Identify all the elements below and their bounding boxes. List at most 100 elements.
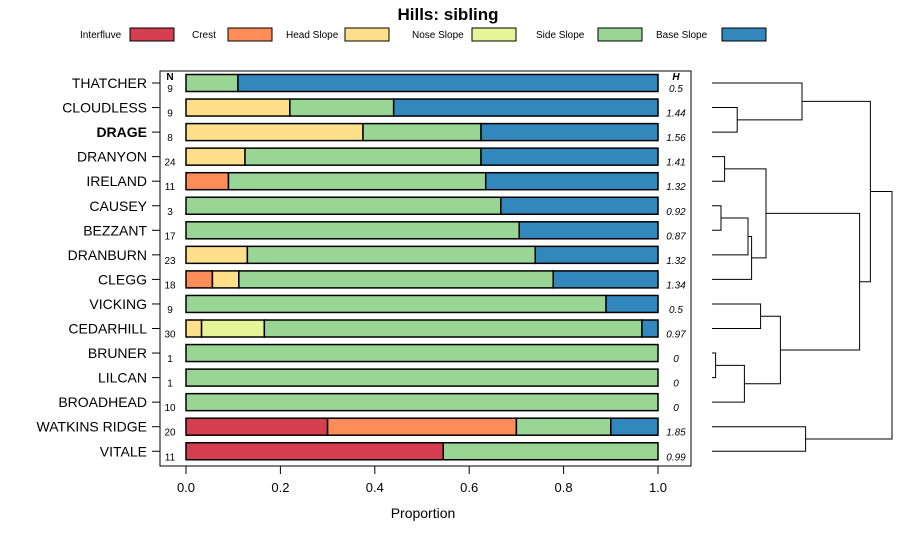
n-value-watkins-ridge: 20 [164, 428, 176, 439]
bar-clegg-crest [185, 270, 214, 289]
bar-cloudless-side-slope [289, 98, 395, 117]
bar-vicking-base-slope [605, 294, 659, 314]
category-label-watkins-ridge: WATKINS RIDGE [37, 419, 147, 435]
category-label-dranburn: DRANBURN [68, 247, 147, 263]
n-value-vicking: 9 [167, 305, 173, 316]
dendrogram-link [724, 168, 767, 259]
h-column-header: H [672, 72, 680, 83]
bar-drage-base-slope [480, 122, 659, 142]
n-value-dranyon: 24 [164, 158, 176, 169]
bar-watkins-ridge-interfluve [185, 417, 329, 436]
bar-causey-side-slope [185, 196, 502, 215]
h-value-vitale: 0.99 [666, 452, 686, 463]
category-label-bezzant: BEZZANT [83, 222, 147, 238]
n-value-drage: 8 [167, 133, 173, 144]
category-label-drage: DRAGE [96, 124, 147, 140]
bar-dranburn-base-slope [534, 245, 659, 265]
bar-ireland-side-slope [227, 171, 487, 191]
bar-clegg-base-slope [552, 270, 659, 289]
category-label-cloudless: CLOUDLESS [62, 100, 147, 116]
n-value-dranburn: 23 [164, 256, 176, 267]
dendrogram-link [712, 426, 807, 452]
legend-label-head-slope: Head Slope [286, 30, 339, 41]
bar-cloudless-base-slope [392, 98, 659, 117]
bar-row-thatcher [185, 73, 659, 93]
legend-label-side-slope: Side Slope [536, 30, 585, 41]
h-value-bezzant: 0.87 [666, 231, 686, 242]
h-value-causey: 0.92 [666, 207, 686, 218]
bar-row-drage [185, 122, 659, 142]
bar-row-vitale [185, 442, 659, 461]
x-tick-label: 0.6 [460, 480, 478, 495]
legend-swatch-base-slope [721, 27, 767, 42]
h-value-cloudless: 1.44 [666, 109, 686, 120]
bar-ireland-crest [185, 171, 230, 191]
n-value-broadhead: 10 [164, 403, 176, 414]
bar-row-clegg [185, 270, 659, 289]
h-value-ireland: 1.32 [666, 182, 686, 193]
n-value-bezzant: 17 [164, 231, 176, 242]
n-value-cedarhill: 30 [164, 330, 176, 341]
bar-cedarhill-base-slope [641, 319, 659, 338]
category-labels: THATCHER 9 0.5 CLOUDLESS 9 1.44 DRAGE 8 1.56 DRAN… [37, 75, 687, 463]
bar-watkins-ridge-side-slope [515, 417, 612, 436]
category-label-causey: CAUSEY [89, 198, 147, 214]
bar-drage-head-slope [185, 122, 364, 142]
dendrogram-link [744, 315, 781, 385]
bar-cedarhill-head-slope [185, 319, 203, 338]
bar-bruner-side-slope [185, 343, 659, 363]
h-value-thatcher: 0.5 [669, 84, 683, 95]
bar-dranyon-head-slope [185, 147, 246, 166]
legend-swatch-crest [227, 27, 273, 42]
bar-watkins-ridge-base-slope [610, 417, 659, 436]
n-value-cloudless: 9 [167, 109, 173, 120]
bar-watkins-ridge-crest [326, 417, 518, 436]
n-value-thatcher: 9 [167, 84, 173, 95]
legend-label-nose-slope: Nose Slope [412, 30, 464, 41]
dendrogram-link [805, 191, 893, 440]
h-value-broadhead: 0 [673, 403, 679, 414]
bar-bezzant-base-slope [518, 221, 659, 240]
dendrogram-link [802, 100, 871, 283]
n-value-vitale: 11 [165, 452, 176, 463]
bar-row-cedarhill [185, 319, 659, 338]
bar-cloudless-head-slope [185, 98, 291, 117]
bar-dranburn-side-slope [246, 245, 537, 265]
bar-clegg-side-slope [238, 270, 554, 289]
bar-vitale-side-slope [442, 442, 659, 461]
bar-dranyon-base-slope [480, 147, 659, 166]
category-label-vicking: VICKING [89, 296, 147, 312]
h-value-drage: 1.56 [666, 133, 686, 144]
bar-lilcan-side-slope [185, 368, 659, 387]
dendrogram [712, 82, 893, 452]
legend-swatch-head-slope [344, 27, 390, 42]
legend-label-interfluve: Interfluve [80, 30, 122, 41]
bar-dranyon-side-slope [244, 147, 482, 166]
bar-row-vicking [185, 294, 659, 314]
h-value-lilcan: 0 [673, 379, 679, 390]
bar-bezzant-side-slope [185, 221, 520, 240]
n-column-header: N [166, 72, 173, 83]
category-label-clegg: CLEGG [98, 271, 147, 287]
category-label-ireland: IRELAND [86, 173, 147, 189]
bar-dranburn-head-slope [185, 245, 249, 265]
h-value-vicking: 0.5 [669, 305, 683, 316]
bar-row-bruner [185, 343, 659, 363]
dendrogram-link [712, 82, 803, 121]
bar-broadhead-side-slope [185, 392, 659, 412]
bar-vitale-interfluve [185, 442, 444, 461]
chart-title: Hills: sibling [397, 5, 498, 24]
h-value-clegg: 1.34 [666, 280, 686, 291]
bar-vicking-side-slope [185, 294, 607, 314]
bar-cedarhill-nose-slope [200, 319, 266, 338]
legend-label-base-slope: Base Slope [656, 30, 708, 41]
legend-label-crest: Crest [192, 30, 216, 41]
h-value-dranyon: 1.41 [666, 158, 685, 169]
x-tick-label: 1.0 [649, 480, 667, 495]
bar-row-dranyon [185, 147, 659, 166]
n-value-causey: 3 [167, 207, 173, 218]
category-label-cedarhill: CEDARHILL [68, 321, 147, 337]
bars [185, 73, 659, 461]
category-label-dranyon: DRANYON [77, 149, 147, 165]
bar-ireland-base-slope [484, 171, 659, 191]
